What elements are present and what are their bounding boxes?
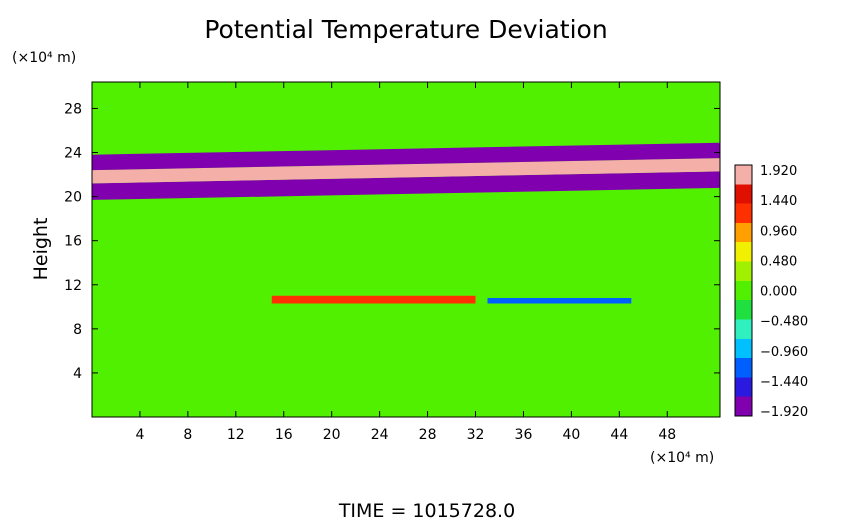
time-annotation: TIME = 1015728.0 (338, 500, 515, 519)
y-tick-label: 16 (64, 234, 82, 250)
x-tick-label: 8 (183, 427, 192, 443)
colorbar (734, 164, 753, 417)
y-tick-label: 12 (64, 278, 82, 294)
feature-upper-negative-band (92, 171, 720, 200)
y-tick-label: 24 (64, 146, 82, 162)
x-tick-label: 32 (467, 427, 485, 443)
plot-area (92, 82, 720, 417)
colorbar-label: 0.000 (760, 285, 797, 300)
x-axis-unit: (×10⁴ m) (650, 450, 714, 466)
x-tick-label: 16 (275, 427, 293, 443)
colorbar-label: 1.440 (760, 194, 797, 209)
colorbar-label: −0.480 (760, 315, 808, 330)
feature-lower-cool-layer (487, 297, 632, 304)
x-tick-label: 48 (658, 427, 676, 443)
y-tick-label: 8 (73, 322, 82, 338)
colorbar-label: 1.920 (760, 164, 797, 179)
y-tick-label: 28 (64, 101, 82, 117)
colorbar-labels: 1.920 1.440 0.960 0.480 0.000 −0.480 −0.960 −1.… (760, 164, 808, 420)
x-tick-label: 24 (371, 427, 389, 443)
feature-lower-warm-layer (271, 295, 476, 304)
x-tick-label: 36 (515, 427, 533, 443)
colorbar-label: −0.960 (760, 345, 808, 360)
chart-title: Potential Temperature Deviation (204, 15, 607, 44)
y-axis-ticks: 4 8 12 16 20 24 28 (64, 101, 720, 382)
y-tick-label: 20 (64, 190, 82, 206)
plot-frame (91, 81, 721, 418)
x-tick-label: 28 (419, 427, 437, 443)
y-axis-unit: (×10⁴ m) (12, 50, 76, 66)
x-tick-label: 4 (135, 427, 144, 443)
x-tick-label: 20 (323, 427, 341, 443)
feature-upper-negative-band-2 (92, 142, 720, 171)
plot-background (92, 82, 720, 417)
y-tick-label: 4 (73, 366, 82, 382)
heatmap-features (92, 142, 720, 304)
x-tick-label: 40 (562, 427, 580, 443)
colorbar-label: 0.480 (760, 254, 797, 269)
colorbar-label: −1.440 (760, 375, 808, 390)
feature-upper-positive-band (92, 158, 720, 184)
colorbar-label: −1.920 (760, 405, 808, 420)
x-axis-ticks: 4 8 12 16 20 24 28 32 36 40 44 48 (135, 82, 676, 443)
colorbar-label: 0.960 (760, 224, 797, 239)
x-tick-label: 12 (227, 427, 245, 443)
y-axis-label: Height (30, 218, 52, 281)
x-tick-label: 44 (610, 427, 628, 443)
